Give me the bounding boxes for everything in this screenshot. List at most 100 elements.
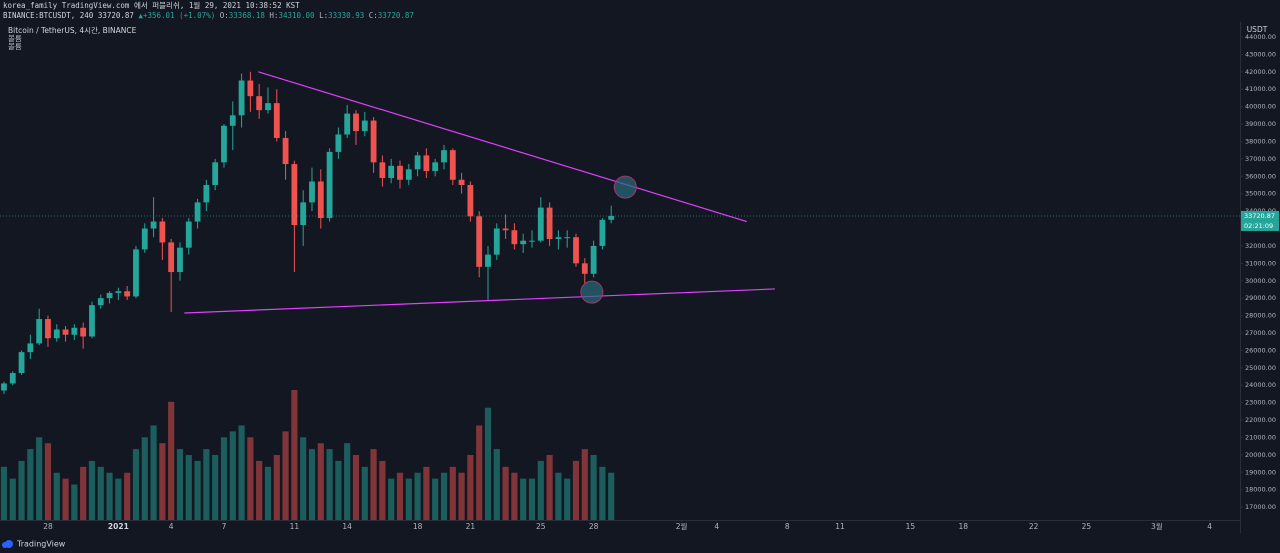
candle-body [537, 207, 544, 241]
candle-body [212, 162, 219, 185]
volume-bar [0, 466, 8, 520]
volume-bar [326, 449, 333, 520]
brand: TradingView [16, 540, 66, 549]
ohlc-value: 33368.18 [228, 11, 265, 20]
y-tick-label: 38000.00 [1245, 137, 1276, 145]
y-tick-label: 42000.00 [1245, 68, 1276, 76]
candle-body [106, 292, 113, 299]
candle-body [177, 247, 183, 273]
candle-body [221, 125, 227, 163]
candle-body [27, 343, 34, 353]
candle-body [529, 240, 535, 242]
ohlc-label: O: [219, 11, 229, 20]
volume-bar [308, 449, 316, 520]
y-tick-label: 27000.00 [1245, 329, 1276, 337]
volume-bar [247, 437, 254, 520]
axis-border [1240, 22, 1241, 533]
volume-bar [502, 466, 509, 520]
volume-bar [36, 437, 43, 520]
volume-bar [203, 449, 210, 520]
y-tick-label: 32000.00 [1245, 242, 1276, 250]
candle-body [555, 237, 562, 239]
volume-bar [555, 472, 562, 520]
x-tick-label: 4 [1207, 522, 1212, 531]
volume-bar [62, 478, 69, 520]
volume-bar [432, 478, 439, 520]
volume-bar [361, 466, 368, 520]
volume-bar [264, 466, 272, 520]
candle-body [370, 120, 377, 163]
volume-bar [599, 466, 606, 520]
y-tick-label: 36000.00 [1245, 172, 1276, 180]
candle-body [194, 202, 201, 222]
y-tick-label: 17000.00 [1245, 503, 1276, 511]
change: ▲+356.01 (+1.07%) [138, 11, 216, 20]
volume-bar [528, 478, 536, 520]
x-tick-label: 15 [906, 522, 916, 531]
y-tick-label: 43000.00 [1245, 50, 1276, 58]
volume-bar [238, 425, 245, 520]
volume-bar [344, 443, 351, 520]
volume-bar [379, 460, 386, 520]
candle-body [97, 298, 104, 306]
volume-bar [185, 455, 192, 520]
candle-body [185, 221, 192, 248]
y-tick-label: 24000.00 [1245, 381, 1276, 389]
x-tick-label: 28 [43, 522, 53, 531]
volume-bar [194, 460, 201, 520]
candle-body [291, 164, 298, 226]
candle-body [458, 179, 465, 185]
candle-body [388, 165, 395, 179]
axis-label: USDT [1247, 25, 1268, 34]
y-tick-label: 23000.00 [1245, 399, 1276, 407]
volume-bar [88, 460, 96, 520]
ohlc-value: 34310.00 [278, 11, 315, 20]
x-tick-label: 11 [290, 522, 300, 531]
y-tick-label: 30000.00 [1245, 277, 1276, 285]
y-tick-label: 41000.00 [1245, 85, 1276, 93]
candle-body [599, 219, 606, 246]
volume-bar [150, 425, 157, 520]
candle-body [485, 254, 491, 267]
ohlc-label: H: [269, 11, 279, 20]
candle-body [397, 165, 403, 180]
candle-body [511, 230, 518, 245]
candle-body [300, 202, 307, 226]
candle-body [168, 242, 175, 273]
candle-body [317, 181, 324, 219]
candle-body [141, 228, 148, 250]
y-tick-label: 18000.00 [1245, 486, 1276, 494]
volume-bar [388, 478, 395, 520]
candle-body [53, 329, 60, 339]
volume-bar [335, 460, 342, 520]
candle-body [441, 150, 447, 163]
volume-bar [141, 437, 148, 520]
candle-body [80, 327, 87, 337]
volume-bar [449, 466, 456, 520]
volume-bar [168, 401, 175, 520]
candle-body [405, 169, 412, 180]
ohlc-value: 33720.87 [377, 11, 414, 20]
y-tick-label: 20000.00 [1245, 451, 1276, 459]
candle-body [502, 228, 509, 231]
indicator: 볼륨 [8, 42, 22, 51]
x-tick-label: 25 [536, 522, 546, 531]
volume-bar [467, 455, 474, 520]
x-tick-label: 22 [1029, 522, 1039, 531]
volume-bar [317, 443, 324, 520]
volume-bar [423, 466, 430, 520]
y-tick-label: 40000.00 [1245, 103, 1276, 111]
candle-body [124, 291, 131, 297]
ohlc: O:33368.18 H:34310.00 L:33330.93 C:33720… [220, 11, 414, 20]
candle-body [344, 113, 351, 135]
x-tick-label: 11 [835, 522, 845, 531]
volume-bar [511, 472, 518, 520]
x-tick-label: 8 [785, 522, 790, 531]
y-tick-label: 39000.00 [1245, 120, 1276, 128]
volume-bar [458, 472, 465, 520]
volume-bar [97, 466, 104, 520]
y-tick-label: 19000.00 [1245, 468, 1276, 476]
candle-body [256, 96, 263, 111]
x-tick-label: 21 [466, 522, 476, 531]
